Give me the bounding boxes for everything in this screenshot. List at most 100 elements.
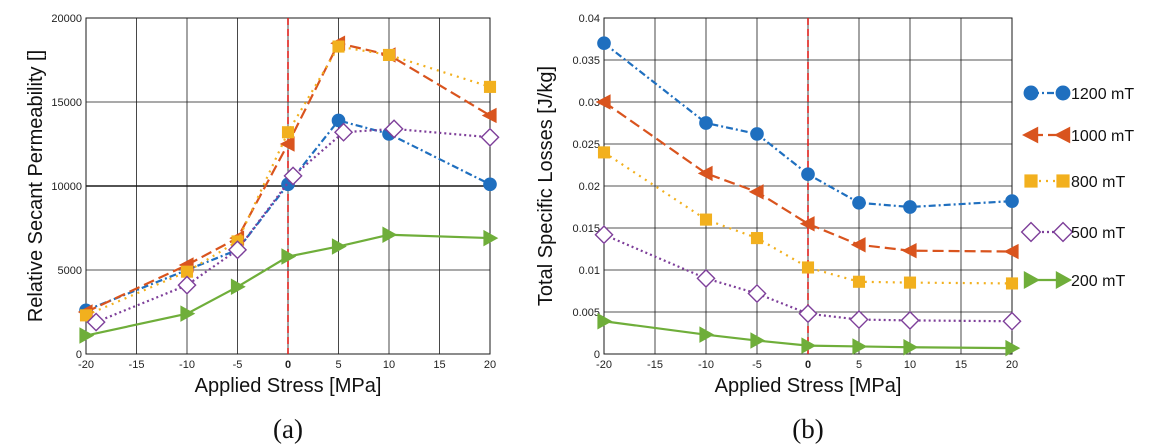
y-tick-label: 0.005	[572, 307, 600, 319]
legend-label: 500 mT	[1071, 225, 1125, 242]
data-point	[180, 305, 196, 322]
data-point	[279, 136, 295, 152]
data-point	[849, 309, 869, 330]
legend-marker	[1023, 85, 1039, 101]
data-point	[180, 265, 194, 278]
data-point	[852, 275, 866, 288]
series-s800	[79, 40, 497, 322]
data-point	[798, 304, 818, 324]
data-point	[595, 94, 611, 110]
data-point	[382, 48, 396, 62]
series-s200	[79, 226, 499, 344]
data-point	[852, 195, 866, 210]
x-tick-label: -10	[179, 359, 195, 371]
legend-marker	[1022, 126, 1039, 144]
data-point	[333, 122, 354, 142]
data-point	[597, 312, 613, 330]
data-point	[331, 113, 346, 128]
legend-label: 200 mT	[1071, 273, 1125, 290]
chart-b: -20 -15 -10 -5 0 5 10 15 20 0 0.005 0.01 0.015 0.02 0.…	[535, 13, 1022, 444]
y-tick-label: 0.01	[579, 265, 600, 277]
legend-marker	[1055, 271, 1072, 289]
x-tick-label: 15	[433, 359, 445, 371]
data-point	[699, 213, 713, 226]
y-tick-label: 0.04	[579, 13, 600, 25]
data-point	[750, 332, 766, 349]
series-line	[95, 127, 491, 324]
data-point	[699, 326, 715, 343]
x-tick-label: -5	[752, 359, 762, 371]
data-point	[480, 127, 500, 147]
data-point	[903, 200, 917, 214]
series-s800	[597, 146, 1019, 290]
x-tick-label: 10	[383, 359, 395, 371]
data-point	[1002, 311, 1022, 331]
data-point	[230, 278, 246, 296]
x-axis-label: Applied Stress [MPa]	[715, 375, 902, 397]
x-tick-label: 0	[285, 359, 291, 371]
data-point	[281, 248, 297, 265]
legend-marker	[1020, 221, 1042, 243]
data-point	[852, 338, 868, 355]
y-tick-label: 0.03	[579, 97, 600, 109]
panel-label: (a)	[273, 414, 303, 444]
data-point	[799, 216, 815, 232]
data-point	[699, 116, 713, 130]
panel-label: (b)	[792, 414, 823, 444]
legend-marker	[1056, 174, 1070, 188]
data-point	[850, 237, 866, 253]
data-point	[79, 309, 93, 322]
data-point	[750, 127, 764, 141]
data-point	[597, 146, 611, 159]
data-point	[801, 261, 815, 274]
y-tick-label: 0.02	[579, 181, 600, 193]
data-point	[747, 283, 767, 304]
legend-marker	[1052, 221, 1074, 243]
data-point	[901, 242, 917, 259]
legend-item-s1000: 1000 mT	[1022, 126, 1134, 145]
x-tick-label: -10	[698, 359, 714, 371]
y-tick-label: 10000	[51, 181, 82, 193]
y-tick-label: 20000	[51, 13, 82, 25]
data-point	[283, 166, 303, 186]
x-tick-label: 5	[335, 359, 341, 371]
y-tick-label: 0.015	[572, 223, 600, 235]
legend-label: 1200 mT	[1071, 86, 1134, 103]
data-point	[86, 312, 106, 332]
data-point	[79, 327, 95, 344]
x-tick-label: 20	[484, 359, 496, 371]
series-s500	[86, 119, 500, 332]
data-point	[750, 232, 764, 245]
y-tick-label: 5000	[58, 265, 82, 277]
x-tick-label: -20	[596, 359, 612, 371]
x-axis-label: Applied Stress [MPa]	[195, 375, 382, 397]
data-point	[697, 165, 713, 182]
x-tick-label: 0	[805, 359, 811, 371]
chart-a: -20 -15 -10 -5 0 5 10 15 20 0 5000 10000 15000 20000 A…	[25, 13, 500, 444]
data-point	[331, 238, 347, 255]
series-line	[85, 119, 491, 312]
x-tick-label: -20	[78, 359, 94, 371]
data-point	[382, 226, 398, 243]
data-point	[903, 339, 919, 356]
data-point	[801, 167, 815, 182]
data-point	[748, 184, 764, 200]
x-tick-label: 20	[1006, 359, 1018, 371]
x-tick-label: 5	[856, 359, 862, 371]
data-point	[483, 229, 499, 247]
y-tick-label: 0.035	[572, 55, 600, 67]
x-tick-label: -15	[129, 359, 145, 371]
data-point	[903, 276, 917, 289]
data-point	[483, 80, 497, 93]
data-point	[594, 225, 614, 245]
series-s1000	[595, 94, 1019, 260]
legend-marker	[1055, 85, 1071, 101]
data-point	[483, 177, 497, 192]
x-tick-label: 15	[955, 359, 967, 371]
data-point	[281, 126, 295, 139]
data-point	[1005, 339, 1021, 357]
legend: 1200 mT 1000 mT 800 mT 500 mT 200 mT	[1020, 85, 1134, 290]
x-tick-label: -15	[647, 359, 663, 371]
data-point	[332, 40, 345, 53]
